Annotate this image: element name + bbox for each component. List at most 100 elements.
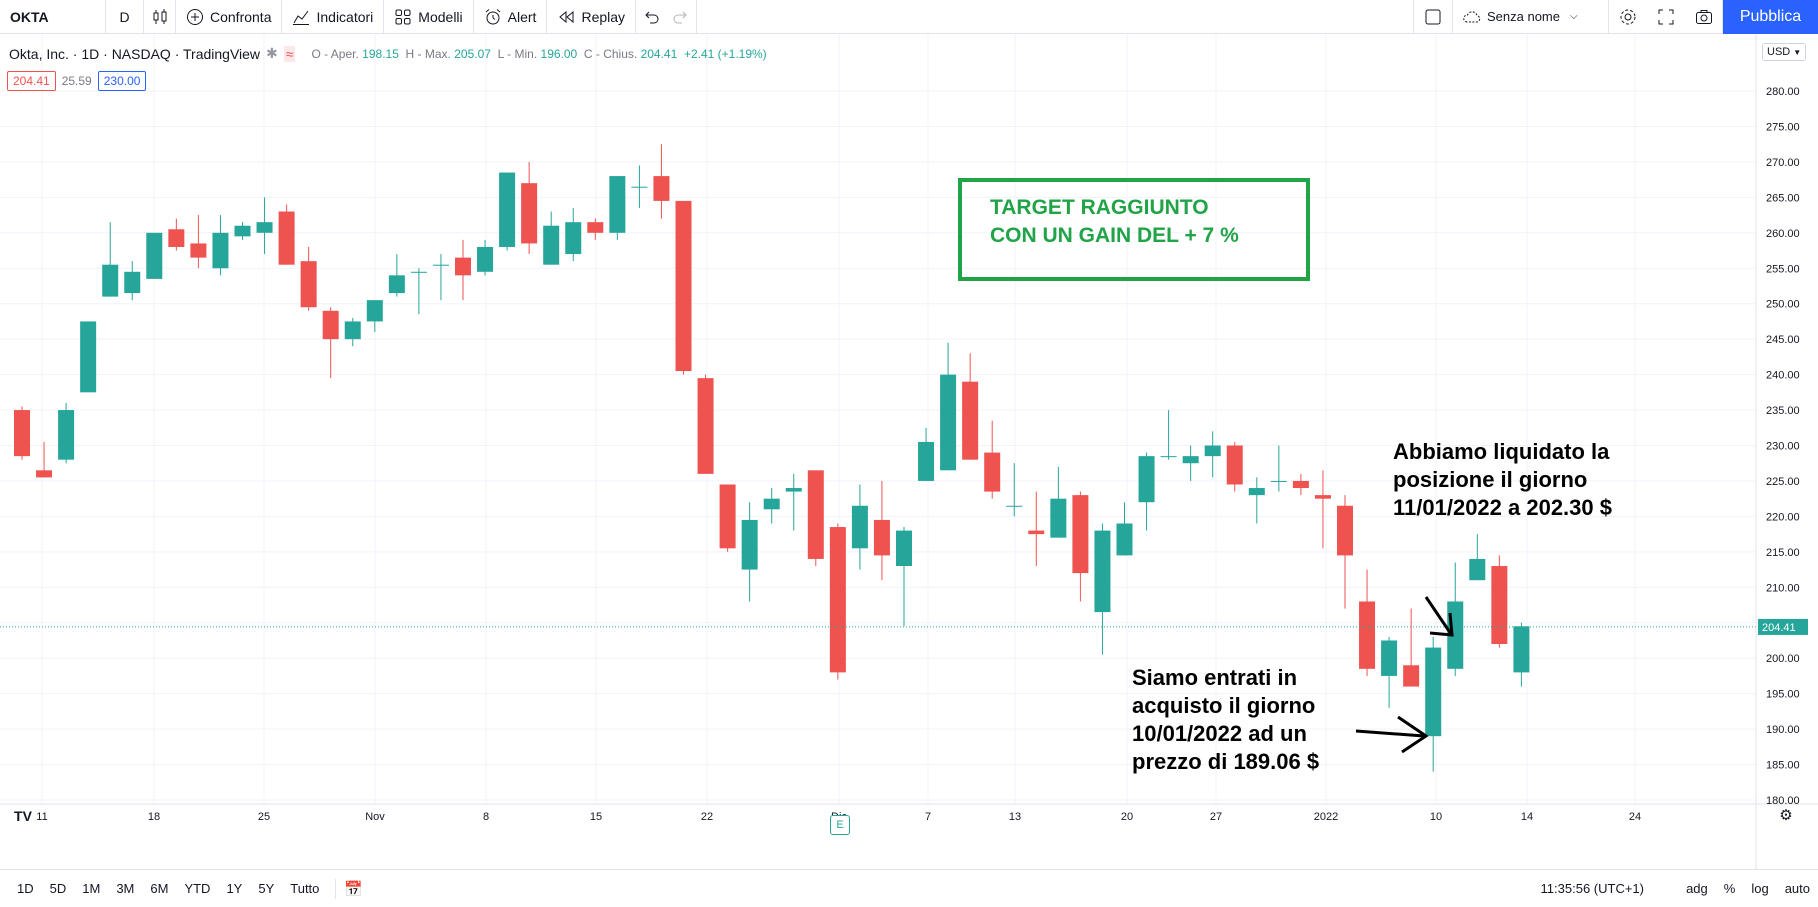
percent-toggle[interactable]: %	[1723, 881, 1736, 896]
candle	[653, 144, 670, 219]
target-annotation-box[interactable]: TARGET RAGGIUNTO CON UN GAIN DEL + 7 %	[958, 178, 1310, 281]
time-tick: 14	[1521, 811, 1533, 823]
grid-icon	[394, 8, 412, 26]
replay-button[interactable]: Replay	[547, 0, 637, 34]
price-tick: 180.00	[1766, 795, 1800, 807]
legend-title[interactable]: Okta, Inc. · 1D · NASDAQ · TradingView	[9, 45, 261, 62]
candle	[631, 165, 648, 208]
candle-body	[1204, 445, 1221, 457]
redo-button[interactable]	[666, 0, 698, 34]
candle-body	[521, 183, 538, 244]
entry-annotation[interactable]: Siamo entrati in acquisto il giorno 10/0…	[1132, 665, 1320, 774]
candle-body	[741, 519, 758, 570]
snapshot-button[interactable]	[1685, 0, 1723, 34]
range-button[interactable]: 5D	[49, 881, 67, 896]
candle	[763, 488, 780, 524]
candle	[58, 402, 75, 464]
candle-body	[565, 222, 582, 255]
undo-button[interactable]	[636, 0, 666, 34]
exit-annotation[interactable]: Abbiamo liquidato la posizione il giorno…	[1393, 439, 1612, 520]
candle	[1248, 477, 1265, 524]
auto-toggle[interactable]: auto	[1784, 881, 1810, 896]
range-button[interactable]: 5Y	[258, 881, 275, 896]
price-tick: 215.00	[1766, 547, 1800, 559]
candle	[1359, 569, 1376, 676]
candle	[14, 406, 30, 460]
candle	[521, 161, 538, 255]
redo-icon	[672, 8, 690, 26]
candle	[1337, 495, 1353, 609]
candle-body	[410, 271, 427, 273]
candle	[962, 353, 979, 460]
templates-label: Modelli	[418, 8, 463, 25]
settings-button[interactable]	[1609, 0, 1647, 34]
candle-body	[896, 530, 912, 567]
compare-button[interactable]: Confronta	[176, 0, 283, 34]
candle	[543, 211, 560, 265]
candle	[455, 239, 471, 301]
range-button[interactable]: YTD	[184, 881, 211, 896]
log-toggle[interactable]: log	[1751, 881, 1769, 896]
indicators-button[interactable]: Indicatori	[282, 0, 385, 34]
entry-arrow-line	[1355, 729, 1425, 738]
axis-settings-icon: ⚙	[1779, 807, 1792, 824]
fullscreen-button[interactable]	[1647, 0, 1685, 34]
templates-button[interactable]: Modelli	[384, 0, 474, 34]
price-tick: 235.00	[1766, 405, 1800, 417]
layout-name-button[interactable]: Senza nome ⌵	[1453, 0, 1609, 34]
candle	[256, 197, 273, 255]
clock[interactable]: 11:35:56 (UTC+1)	[1540, 881, 1644, 896]
earnings-badge[interactable]: E	[830, 815, 850, 835]
candle-body	[146, 232, 163, 279]
change-value: +2.41 (+1.19%)	[683, 46, 767, 61]
candle-body	[1469, 558, 1486, 581]
price-chart[interactable]: 280.00 275.00 270.00 265.00 260.00 255.00 250.…	[0, 34, 1818, 869]
candle-body	[1513, 626, 1530, 673]
candle	[1491, 555, 1508, 648]
candle	[322, 307, 339, 379]
time-axis: 111825Nov81522Dic71320272022101424⚙	[36, 807, 1792, 824]
candle	[1006, 463, 1023, 517]
adjust-toggle[interactable]: adg	[1686, 881, 1708, 896]
alert-button[interactable]: Alert	[474, 0, 548, 34]
interval-button[interactable]: D	[106, 0, 144, 34]
tradingview-logo[interactable]: TV	[14, 808, 32, 824]
candle	[1182, 445, 1199, 481]
currency-selector[interactable]: USD ▼	[1762, 43, 1807, 61]
chart-type-button[interactable]	[144, 0, 176, 34]
range-button[interactable]: 6M	[150, 881, 169, 896]
range-button[interactable]: 3M	[116, 881, 135, 896]
layout-name-label: Senza nome	[1487, 9, 1560, 24]
range-button[interactable]: 1Y	[226, 881, 243, 896]
indicator-value-b: 25.59	[61, 74, 92, 88]
rewind-icon	[557, 8, 575, 26]
publish-button[interactable]: Pubblica	[1723, 0, 1818, 34]
candle-body	[785, 488, 802, 492]
candle	[1292, 473, 1309, 496]
candle	[675, 200, 692, 375]
fullscreen-icon	[1657, 8, 1675, 26]
symbol-search-button[interactable]: OKTA	[0, 0, 106, 34]
price-tick: 255.00	[1766, 263, 1800, 275]
candle	[432, 254, 449, 301]
calendar-goto-icon[interactable]: 📅	[344, 880, 364, 898]
candle-body	[1248, 488, 1265, 496]
target-line-1: TARGET RAGGIUNTO	[990, 196, 1209, 219]
range-button[interactable]: 1M	[82, 881, 101, 896]
candle-body	[366, 300, 383, 322]
candle-body	[1006, 505, 1023, 507]
candle	[1204, 431, 1221, 478]
time-tick: 24	[1629, 811, 1641, 823]
candle	[940, 342, 957, 471]
indicator-value-a: 204.41	[7, 71, 56, 91]
candle	[785, 473, 802, 531]
price-tick: 225.00	[1766, 476, 1800, 488]
close-value: 204.41	[640, 46, 678, 61]
candle	[697, 374, 714, 474]
scale-options: adg % log auto	[1686, 881, 1810, 896]
range-button[interactable]: Tutto	[290, 881, 320, 896]
candle	[984, 420, 1001, 499]
range-button[interactable]: 1D	[17, 881, 34, 896]
layout-toggle-button[interactable]	[1413, 0, 1453, 34]
chart-legend: Okta, Inc. · 1D · NASDAQ · TradingView ✱…	[9, 45, 767, 62]
